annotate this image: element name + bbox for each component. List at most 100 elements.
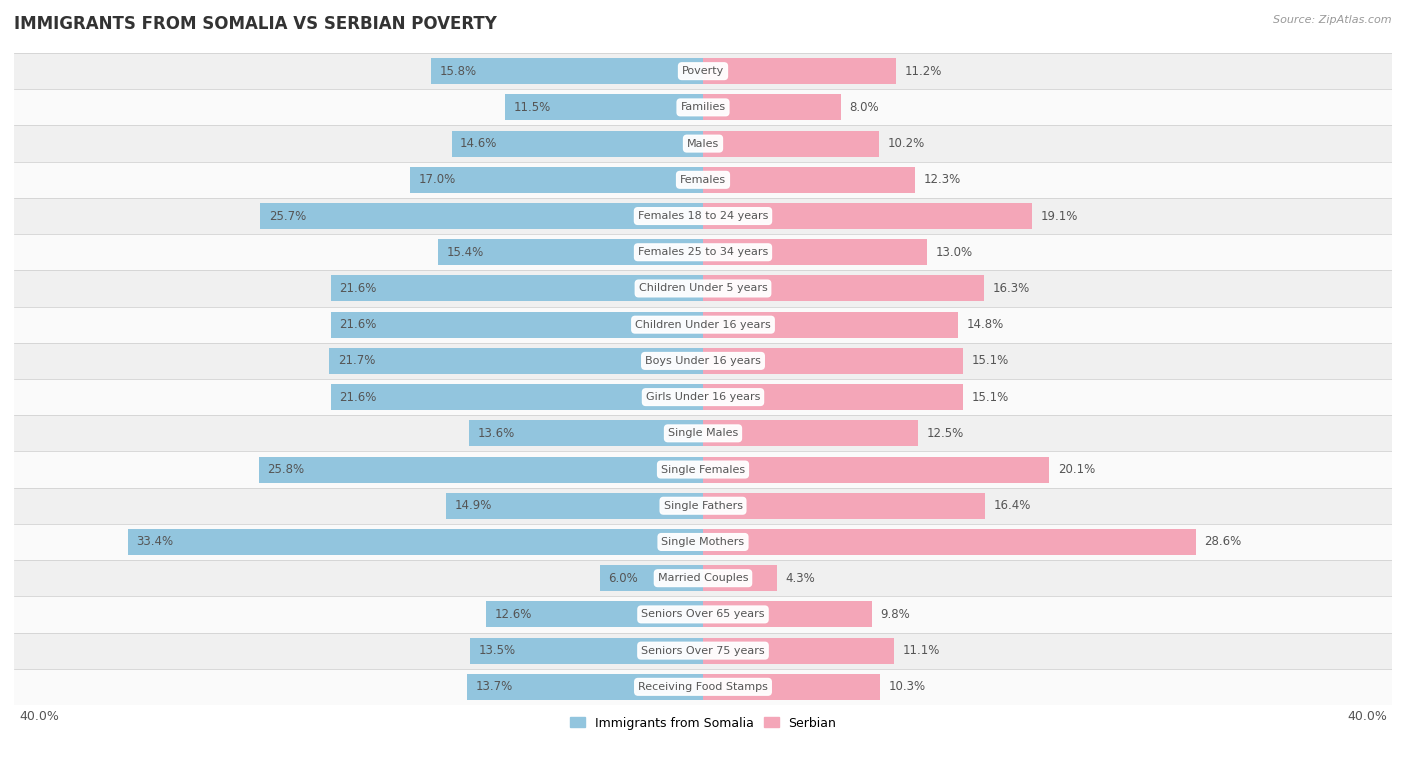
Bar (446, 493, 703, 518)
Text: 14.6%: 14.6% (460, 137, 498, 150)
Bar (703, 420, 918, 446)
Bar (471, 637, 703, 664)
Text: 15.8%: 15.8% (440, 64, 477, 77)
Bar (259, 456, 703, 483)
Bar (703, 348, 963, 374)
Text: Single Females: Single Females (661, 465, 745, 475)
Text: 21.6%: 21.6% (340, 282, 377, 295)
Text: Receiving Food Stamps: Receiving Food Stamps (638, 682, 768, 692)
Bar (703, 94, 841, 121)
Bar (330, 275, 703, 302)
Text: 8.0%: 8.0% (849, 101, 879, 114)
Bar (703, 601, 872, 628)
Text: 10.2%: 10.2% (887, 137, 925, 150)
Bar (260, 203, 703, 229)
Bar (14, 126, 1392, 161)
Bar (14, 560, 1392, 597)
Text: 33.4%: 33.4% (136, 535, 173, 549)
Bar (703, 203, 1032, 229)
Bar (14, 53, 1392, 89)
Text: 13.5%: 13.5% (479, 644, 516, 657)
Bar (599, 565, 703, 591)
Text: Seniors Over 75 years: Seniors Over 75 years (641, 646, 765, 656)
Bar (703, 493, 986, 518)
Text: Seniors Over 65 years: Seniors Over 65 years (641, 609, 765, 619)
Text: 16.4%: 16.4% (994, 500, 1032, 512)
Bar (14, 597, 1392, 632)
Text: 15.1%: 15.1% (972, 355, 1010, 368)
Bar (468, 420, 703, 446)
Text: 12.5%: 12.5% (927, 427, 965, 440)
Bar (703, 130, 879, 157)
Text: 17.0%: 17.0% (419, 174, 456, 186)
Text: Source: ZipAtlas.com: Source: ZipAtlas.com (1274, 15, 1392, 25)
Text: 4.3%: 4.3% (786, 572, 815, 584)
Text: 14.8%: 14.8% (966, 318, 1004, 331)
Bar (703, 58, 896, 84)
Text: 11.2%: 11.2% (904, 64, 942, 77)
Bar (703, 529, 1195, 555)
Bar (703, 167, 915, 193)
Bar (14, 669, 1392, 705)
Bar (451, 130, 703, 157)
Bar (14, 306, 1392, 343)
Bar (330, 384, 703, 410)
Text: Females 18 to 24 years: Females 18 to 24 years (638, 211, 768, 221)
Bar (14, 452, 1392, 487)
Text: Children Under 16 years: Children Under 16 years (636, 320, 770, 330)
Bar (703, 240, 927, 265)
Text: Poverty: Poverty (682, 66, 724, 76)
Bar (703, 456, 1049, 483)
Bar (14, 524, 1392, 560)
Bar (411, 167, 703, 193)
Bar (14, 487, 1392, 524)
Text: Girls Under 16 years: Girls Under 16 years (645, 392, 761, 402)
Text: 15.1%: 15.1% (972, 390, 1010, 403)
Bar (703, 674, 880, 700)
Bar (703, 275, 984, 302)
Bar (14, 415, 1392, 452)
Text: 28.6%: 28.6% (1204, 535, 1241, 549)
Bar (703, 565, 778, 591)
Text: 21.6%: 21.6% (340, 390, 377, 403)
Text: 12.3%: 12.3% (924, 174, 960, 186)
Bar (14, 632, 1392, 669)
Text: Married Couples: Married Couples (658, 573, 748, 583)
Text: Females 25 to 34 years: Females 25 to 34 years (638, 247, 768, 257)
Text: 10.3%: 10.3% (889, 681, 927, 694)
Legend: Immigrants from Somalia, Serbian: Immigrants from Somalia, Serbian (565, 712, 841, 735)
Text: Families: Families (681, 102, 725, 112)
Text: 6.0%: 6.0% (609, 572, 638, 584)
Bar (486, 601, 703, 628)
Bar (703, 312, 957, 338)
Text: Single Males: Single Males (668, 428, 738, 438)
Text: 25.8%: 25.8% (267, 463, 304, 476)
Text: 21.6%: 21.6% (340, 318, 377, 331)
Text: 13.6%: 13.6% (478, 427, 515, 440)
Bar (14, 89, 1392, 126)
Text: 16.3%: 16.3% (993, 282, 1029, 295)
Bar (14, 271, 1392, 306)
Text: Females: Females (681, 175, 725, 185)
Bar (14, 234, 1392, 271)
Bar (14, 161, 1392, 198)
Text: 20.1%: 20.1% (1057, 463, 1095, 476)
Bar (430, 58, 703, 84)
Text: 9.8%: 9.8% (880, 608, 910, 621)
Bar (437, 240, 703, 265)
Bar (703, 637, 894, 664)
Text: 21.7%: 21.7% (337, 355, 375, 368)
Bar (14, 379, 1392, 415)
Bar (14, 343, 1392, 379)
Text: 19.1%: 19.1% (1040, 209, 1078, 223)
Bar (329, 348, 703, 374)
Text: Single Mothers: Single Mothers (661, 537, 745, 547)
Text: 40.0%: 40.0% (1347, 710, 1386, 723)
Text: 14.9%: 14.9% (456, 500, 492, 512)
Bar (14, 198, 1392, 234)
Text: 40.0%: 40.0% (20, 710, 59, 723)
Text: 15.4%: 15.4% (446, 246, 484, 258)
Text: 11.1%: 11.1% (903, 644, 941, 657)
Bar (330, 312, 703, 338)
Text: 25.7%: 25.7% (269, 209, 307, 223)
